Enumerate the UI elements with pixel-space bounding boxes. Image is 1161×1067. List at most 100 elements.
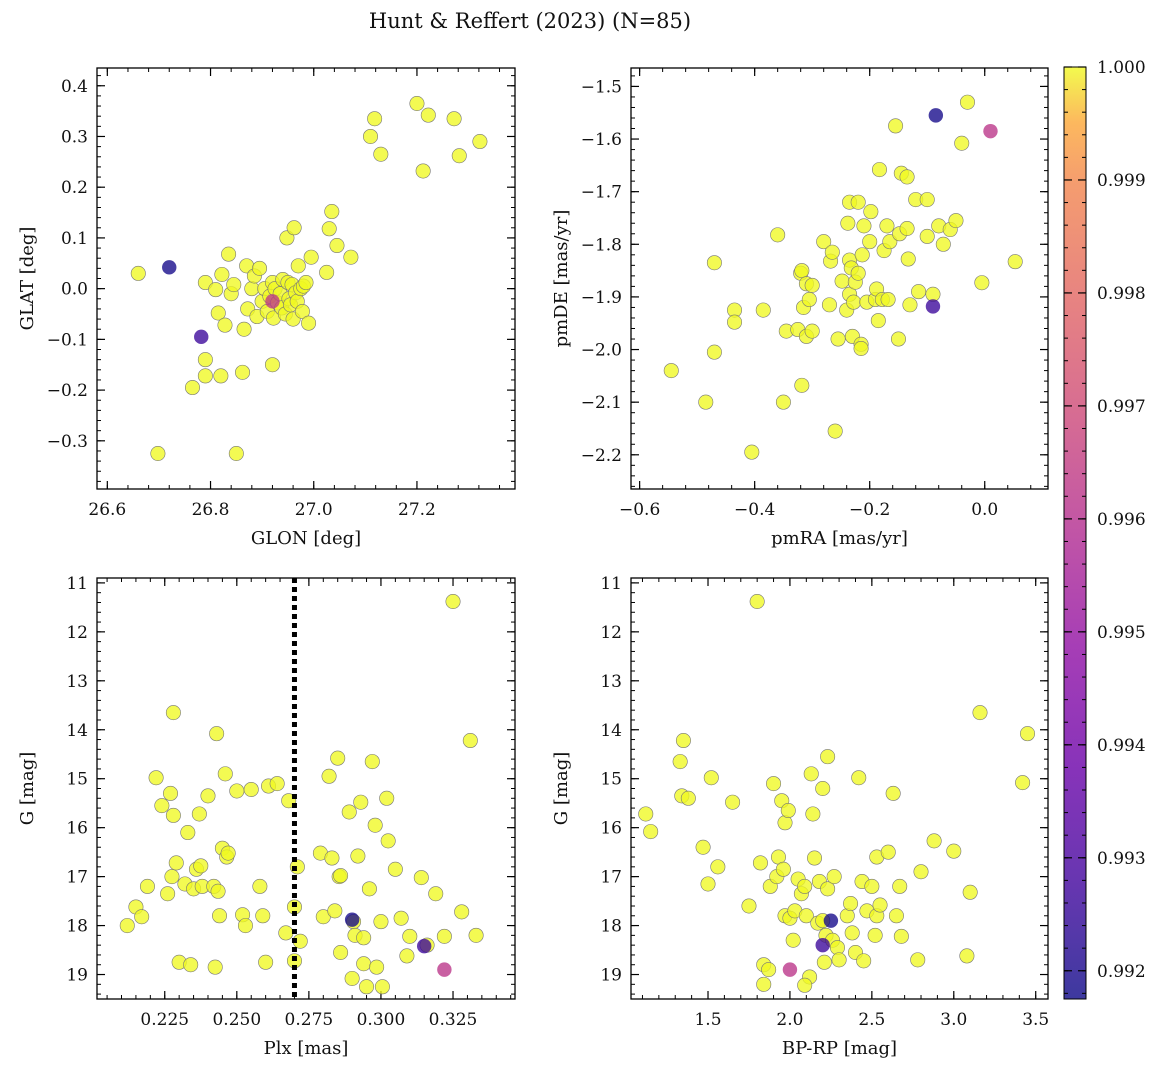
data-point bbox=[191, 806, 207, 822]
data-point bbox=[741, 898, 757, 914]
data-point bbox=[756, 976, 772, 992]
data-point bbox=[327, 903, 343, 919]
data-point bbox=[214, 266, 230, 282]
data-point bbox=[710, 859, 726, 875]
data-point bbox=[298, 275, 314, 291]
data-point bbox=[243, 781, 259, 797]
data-point bbox=[962, 884, 978, 900]
data-point bbox=[399, 948, 415, 964]
data-point bbox=[344, 970, 360, 986]
data-point bbox=[165, 705, 181, 721]
data-point bbox=[409, 96, 425, 112]
data-point bbox=[210, 305, 226, 321]
data-point bbox=[428, 886, 444, 902]
y-tick-label: 11 bbox=[66, 574, 88, 594]
colorbar: 0.992 0.993 0.994 0.995 0.996 0.997 0.998 0.999… bbox=[1063, 58, 1146, 1000]
data-point bbox=[212, 908, 228, 924]
data-point bbox=[770, 227, 786, 243]
data-point bbox=[380, 833, 396, 849]
data-point bbox=[899, 221, 915, 237]
data-point bbox=[867, 927, 883, 943]
data-point bbox=[850, 265, 866, 281]
axes-frame bbox=[630, 67, 1049, 490]
colorbar-tick-label: 0.994 bbox=[1097, 736, 1146, 756]
data-point bbox=[303, 249, 319, 265]
data-point bbox=[675, 733, 691, 749]
data-point bbox=[851, 770, 867, 786]
y-tick-label: −1.5 bbox=[581, 77, 622, 97]
y-tick-label: 16 bbox=[66, 819, 88, 839]
data-point bbox=[749, 593, 765, 609]
y-tick-label: 15 bbox=[600, 770, 622, 790]
data-point bbox=[437, 962, 452, 977]
points bbox=[663, 94, 1023, 460]
data-point bbox=[794, 377, 810, 393]
x-tick-label: 27.2 bbox=[398, 500, 436, 520]
data-point bbox=[252, 878, 268, 894]
data-point bbox=[462, 733, 478, 749]
y-tick-label: 0.2 bbox=[61, 178, 88, 198]
y-tick-label: 18 bbox=[600, 917, 622, 937]
data-point bbox=[364, 754, 380, 770]
y-tick-label: 13 bbox=[66, 672, 88, 692]
data-point bbox=[343, 249, 359, 265]
ticks bbox=[631, 578, 1048, 999]
points bbox=[130, 96, 488, 461]
data-point bbox=[134, 909, 150, 925]
data-point bbox=[880, 292, 896, 308]
y-tick-label: −2.0 bbox=[581, 341, 622, 361]
data-point bbox=[197, 368, 213, 384]
data-point bbox=[451, 148, 467, 164]
data-point bbox=[959, 948, 975, 964]
data-point bbox=[827, 423, 843, 439]
data-point bbox=[324, 850, 340, 866]
data-point bbox=[899, 169, 915, 185]
data-point bbox=[150, 445, 166, 461]
data-point bbox=[804, 323, 820, 339]
data-point bbox=[321, 221, 337, 237]
x-tick-label: −0.6 bbox=[619, 500, 660, 520]
y-tick-label: 12 bbox=[600, 623, 622, 643]
data-point bbox=[888, 908, 904, 924]
data-point bbox=[864, 878, 880, 894]
data-point bbox=[374, 979, 390, 995]
data-point bbox=[402, 928, 418, 944]
data-point bbox=[229, 783, 245, 799]
data-point bbox=[752, 855, 768, 871]
x-tick-label: 2.0 bbox=[776, 1010, 803, 1030]
data-point bbox=[913, 864, 929, 880]
data-point bbox=[356, 930, 372, 946]
data-point bbox=[919, 192, 935, 208]
data-point bbox=[824, 244, 840, 260]
data-point bbox=[820, 881, 836, 897]
data-point bbox=[862, 234, 878, 250]
data-point bbox=[350, 848, 366, 864]
ticks bbox=[97, 578, 515, 999]
data-point bbox=[228, 445, 244, 461]
data-point bbox=[706, 255, 722, 271]
data-point bbox=[319, 264, 335, 280]
data-point bbox=[168, 855, 184, 871]
data-point bbox=[184, 380, 200, 396]
data-point bbox=[264, 357, 280, 373]
data-point bbox=[928, 108, 944, 123]
data-point bbox=[879, 218, 895, 234]
data-point bbox=[255, 908, 271, 924]
data-point bbox=[180, 825, 196, 841]
y-tick-label: −1.7 bbox=[581, 183, 622, 203]
data-point bbox=[972, 705, 988, 721]
y-tick-label: 11 bbox=[600, 574, 622, 594]
data-point bbox=[798, 908, 814, 924]
data-point bbox=[468, 927, 484, 943]
data-point bbox=[290, 258, 306, 274]
panel-bprp-g: 1.5 2.0 2.5 3.0 3.5 11 12 13 14 15 16 17 18 19 BP-RP [… bbox=[551, 574, 1049, 1059]
x-tick-label: 0.225 bbox=[140, 1010, 189, 1030]
x-axis-label: pmRA [mas/yr] bbox=[771, 528, 908, 549]
data-point bbox=[226, 277, 242, 293]
y-tick-label: −0.1 bbox=[47, 330, 88, 350]
data-point bbox=[324, 204, 340, 220]
data-point bbox=[871, 162, 887, 178]
data-point bbox=[807, 850, 823, 866]
y-tick-label: 0.1 bbox=[61, 229, 88, 249]
